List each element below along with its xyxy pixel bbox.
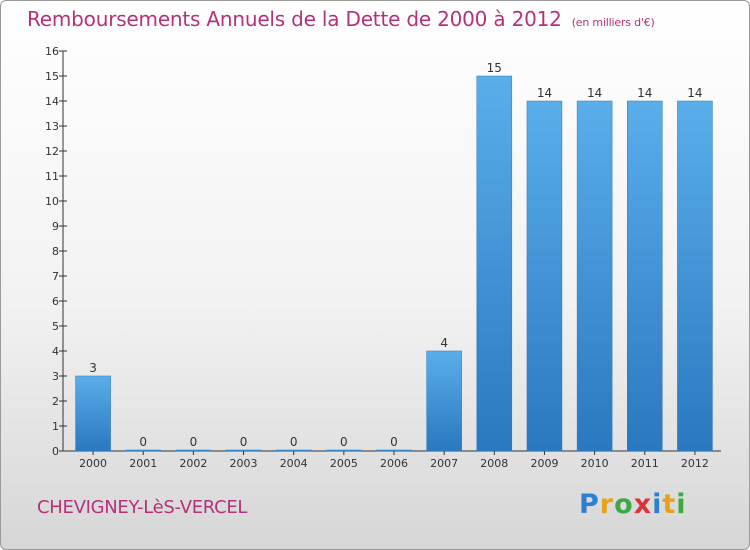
y-tick-label: 8	[52, 245, 59, 258]
bar-value-label: 0	[139, 435, 147, 449]
y-tick-label: 14	[45, 95, 59, 108]
bar-2002	[175, 449, 212, 452]
y-tick-label: 1	[52, 420, 59, 433]
logo-letter: i	[676, 489, 687, 520]
bar-value-label: 14	[587, 86, 602, 100]
bar-value-label: 14	[537, 86, 552, 100]
bar-value-label: 0	[340, 435, 348, 449]
logo-letter: P	[579, 489, 600, 520]
bar-value-label: 14	[687, 86, 702, 100]
bar-value-label: 14	[637, 86, 652, 100]
y-tick-label: 3	[52, 370, 59, 383]
x-tick-label: 2009	[530, 457, 558, 470]
bar-value-label: 3	[89, 361, 97, 375]
x-tick-label: 2005	[330, 457, 358, 470]
logo-letter: t	[662, 489, 677, 520]
bar-value-label: 0	[290, 435, 298, 449]
x-tick-label: 2001	[129, 457, 157, 470]
x-tick-label: 2007	[430, 457, 458, 470]
bar-2001	[125, 449, 161, 452]
x-tick-label: 2011	[631, 457, 659, 470]
x-tick-label: 2012	[681, 457, 709, 470]
bar-2008	[476, 75, 513, 452]
x-tick-label: 2000	[79, 457, 107, 470]
y-tick-label: 10	[45, 195, 59, 208]
x-tick-label: 2002	[179, 457, 207, 470]
logo-letter: r	[599, 489, 615, 520]
y-tick-label: 15	[45, 70, 59, 83]
chart-unit: (en milliers d'€)	[571, 16, 655, 29]
bar-2010	[576, 100, 613, 452]
y-tick-label: 7	[52, 270, 59, 283]
y-tick-label: 12	[45, 145, 59, 158]
y-tick-label: 4	[52, 345, 59, 358]
logo-letter: x	[633, 489, 653, 520]
y-tick-label: 11	[45, 170, 59, 183]
commune-name: CHEVIGNEY-LèS-VERCEL	[37, 497, 248, 518]
chart-title-text: Remboursements Annuels de la Dette de 20…	[27, 7, 562, 31]
bar-value-label: 0	[190, 435, 198, 449]
x-tick-label: 2010	[581, 457, 609, 470]
y-tick-label: 5	[52, 320, 59, 333]
logo-letter: o	[614, 489, 634, 520]
bar-2012	[677, 100, 713, 452]
bar-2009	[526, 100, 563, 452]
x-tick-label: 2004	[280, 457, 308, 470]
bar-value-label: 0	[240, 435, 248, 449]
y-tick-label: 9	[52, 220, 59, 233]
bar-value-label: 15	[487, 61, 502, 75]
proxiti-logo: Proxiti	[579, 489, 687, 520]
y-tick-label: 13	[45, 120, 59, 133]
bar-2003	[225, 449, 262, 452]
bar-2007	[426, 350, 462, 452]
x-tick-label: 2003	[230, 457, 258, 470]
y-tick-label: 6	[52, 295, 59, 308]
bar-value-label: 4	[440, 336, 448, 350]
bar-2004	[275, 449, 312, 452]
bar-2005	[326, 449, 362, 452]
chart-title: Remboursements Annuels de la Dette de 20…	[27, 7, 655, 31]
bar-2006	[376, 449, 412, 452]
y-tick-label: 0	[52, 445, 59, 458]
x-tick-label: 2006	[380, 457, 408, 470]
bar-2011	[627, 100, 663, 452]
y-tick-label: 2	[52, 395, 59, 408]
x-tick-label: 2008	[480, 457, 508, 470]
logo-letter: i	[652, 489, 663, 520]
bar-2000	[75, 375, 111, 452]
bar-value-label: 0	[390, 435, 398, 449]
y-tick-label: 16	[45, 45, 59, 58]
